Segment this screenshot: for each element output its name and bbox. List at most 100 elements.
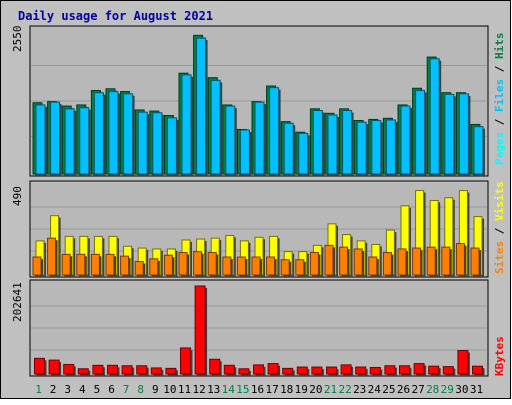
bar-sites-day-18 [280, 259, 290, 276]
x-tick-label: 18 [280, 383, 293, 396]
bar-files-day-14 [225, 105, 236, 175]
bar-kbytes-day-18 [282, 367, 294, 375]
bar-kbytes-day-27 [413, 363, 425, 375]
x-tick-label: 13 [207, 383, 220, 396]
bar-kbytes-day-15 [238, 368, 250, 375]
bar-sites-day-11 [178, 252, 188, 276]
bar-sites-day-25 [382, 252, 392, 276]
bar-sites-day-28 [426, 246, 436, 276]
bar-sites-day-14 [222, 256, 232, 276]
bar-sites-day-5 [90, 253, 100, 276]
bar-kbytes-day-2 [48, 359, 60, 375]
bar-kbytes-day-13 [209, 358, 221, 375]
x-tick-label: 5 [94, 383, 101, 396]
x-tick-label: 2 [50, 383, 57, 396]
bar-kbytes-day-19 [296, 366, 308, 375]
bar-files-day-11 [181, 74, 192, 175]
legend-kbytes: KBytes [493, 336, 506, 376]
x-tick-label: 14 [222, 383, 236, 396]
bar-files-day-28 [429, 58, 440, 175]
bar-sites-day-13 [207, 252, 217, 276]
bar-sites-day-1 [32, 256, 42, 276]
x-tick-label: 10 [163, 383, 176, 396]
bar-sites-day-31 [470, 247, 480, 276]
bar-files-day-6 [108, 91, 119, 175]
bar-kbytes-day-20 [311, 366, 323, 375]
panel-2-bars [32, 190, 484, 277]
x-tick-label: 16 [251, 383, 264, 396]
x-tick-label: 29 [441, 383, 454, 396]
x-tick-label: 22 [338, 383, 351, 396]
panel-2-legend-text: Sites / Visits [493, 181, 506, 274]
x-tick-label: 3 [64, 383, 71, 396]
bar-files-day-19 [298, 132, 309, 175]
bar-files-day-1 [35, 104, 46, 175]
x-tick-label: 27 [411, 383, 424, 396]
bar-files-day-21 [327, 114, 338, 175]
bar-kbytes-day-21 [326, 366, 337, 375]
bar-sites-day-7 [120, 255, 130, 276]
panel-1-legend: Pages / Files / Hits [493, 33, 506, 166]
bar-kbytes-day-24 [369, 366, 381, 375]
chart-title: Daily usage for August 2021 [18, 9, 213, 23]
bar-sites-day-4 [76, 253, 86, 276]
x-tick-label: 6 [108, 383, 115, 396]
bar-sites-day-20 [309, 252, 319, 276]
x-tick-label: 17 [265, 383, 278, 396]
panel-1-legend-text: Pages / Files / Hits [493, 33, 506, 166]
bar-sites-day-24 [368, 256, 378, 276]
bar-sites-day-10 [163, 254, 173, 276]
bar-sites-day-26 [397, 248, 407, 276]
x-tick-label: 11 [178, 383, 191, 396]
x-tick-label: 7 [123, 383, 130, 396]
bar-files-day-10 [166, 117, 177, 175]
legend-hits: Hits [493, 33, 506, 60]
bar-files-day-29 [444, 93, 455, 175]
bar-sites-day-12 [193, 251, 203, 276]
bar-kbytes-day-3 [63, 363, 75, 375]
bar-kbytes-day-26 [399, 365, 410, 375]
panel-1-bars [32, 34, 485, 177]
bar-sites-day-15 [236, 256, 246, 276]
bar-sites-day-22 [339, 246, 349, 276]
panel-hits-files-pages: 2550 Pages / Files / Hits [11, 25, 506, 177]
x-tick-label: 9 [152, 383, 159, 396]
bar-files-day-30 [458, 93, 469, 175]
bar-kbytes-day-7 [121, 365, 133, 375]
bar-files-day-18 [283, 122, 294, 175]
bar-sites-day-19 [295, 259, 305, 276]
bar-files-day-2 [50, 101, 61, 175]
legend-visits: Visits [493, 181, 506, 221]
bar-kbytes-day-28 [428, 365, 440, 375]
bar-kbytes-day-14 [223, 364, 235, 375]
x-tick-label: 8 [137, 383, 144, 396]
bar-sites-day-6 [105, 253, 115, 276]
bar-kbytes-day-10 [165, 367, 177, 375]
x-tick-label: 25 [382, 383, 395, 396]
bar-kbytes-day-29 [442, 366, 454, 375]
bar-files-day-23 [356, 121, 367, 175]
bar-files-day-13 [210, 79, 221, 175]
bar-files-day-24 [371, 120, 382, 175]
bar-kbytes-day-6 [107, 364, 118, 375]
panel-3-legend-text: KBytes [493, 336, 506, 376]
legend-sites: Sites [493, 241, 506, 274]
bar-files-day-15 [239, 129, 250, 175]
bar-kbytes-day-31 [472, 365, 483, 375]
x-tick-label: 24 [368, 383, 382, 396]
bar-kbytes-day-11 [180, 347, 191, 375]
bar-kbytes-day-1 [34, 357, 45, 375]
bar-files-day-27 [415, 89, 426, 175]
x-axis-day-labels: 1 2 3 4 5 6 7 8 9 10 11 12 13 14 15 16 17 18 19 20 21 22 23 24 2… [35, 383, 483, 396]
bar-files-day-3 [64, 108, 75, 175]
panel-2-max-label: 490 [11, 186, 24, 206]
bar-files-day-5 [93, 92, 104, 175]
bar-sites-day-17 [266, 256, 276, 276]
bar-files-day-7 [123, 93, 134, 175]
bar-sites-day-16 [251, 256, 261, 276]
bar-kbytes-day-23 [355, 366, 367, 375]
bar-sites-day-2 [47, 237, 57, 276]
bar-files-day-9 [152, 112, 163, 175]
legend-files: Files [493, 79, 506, 112]
